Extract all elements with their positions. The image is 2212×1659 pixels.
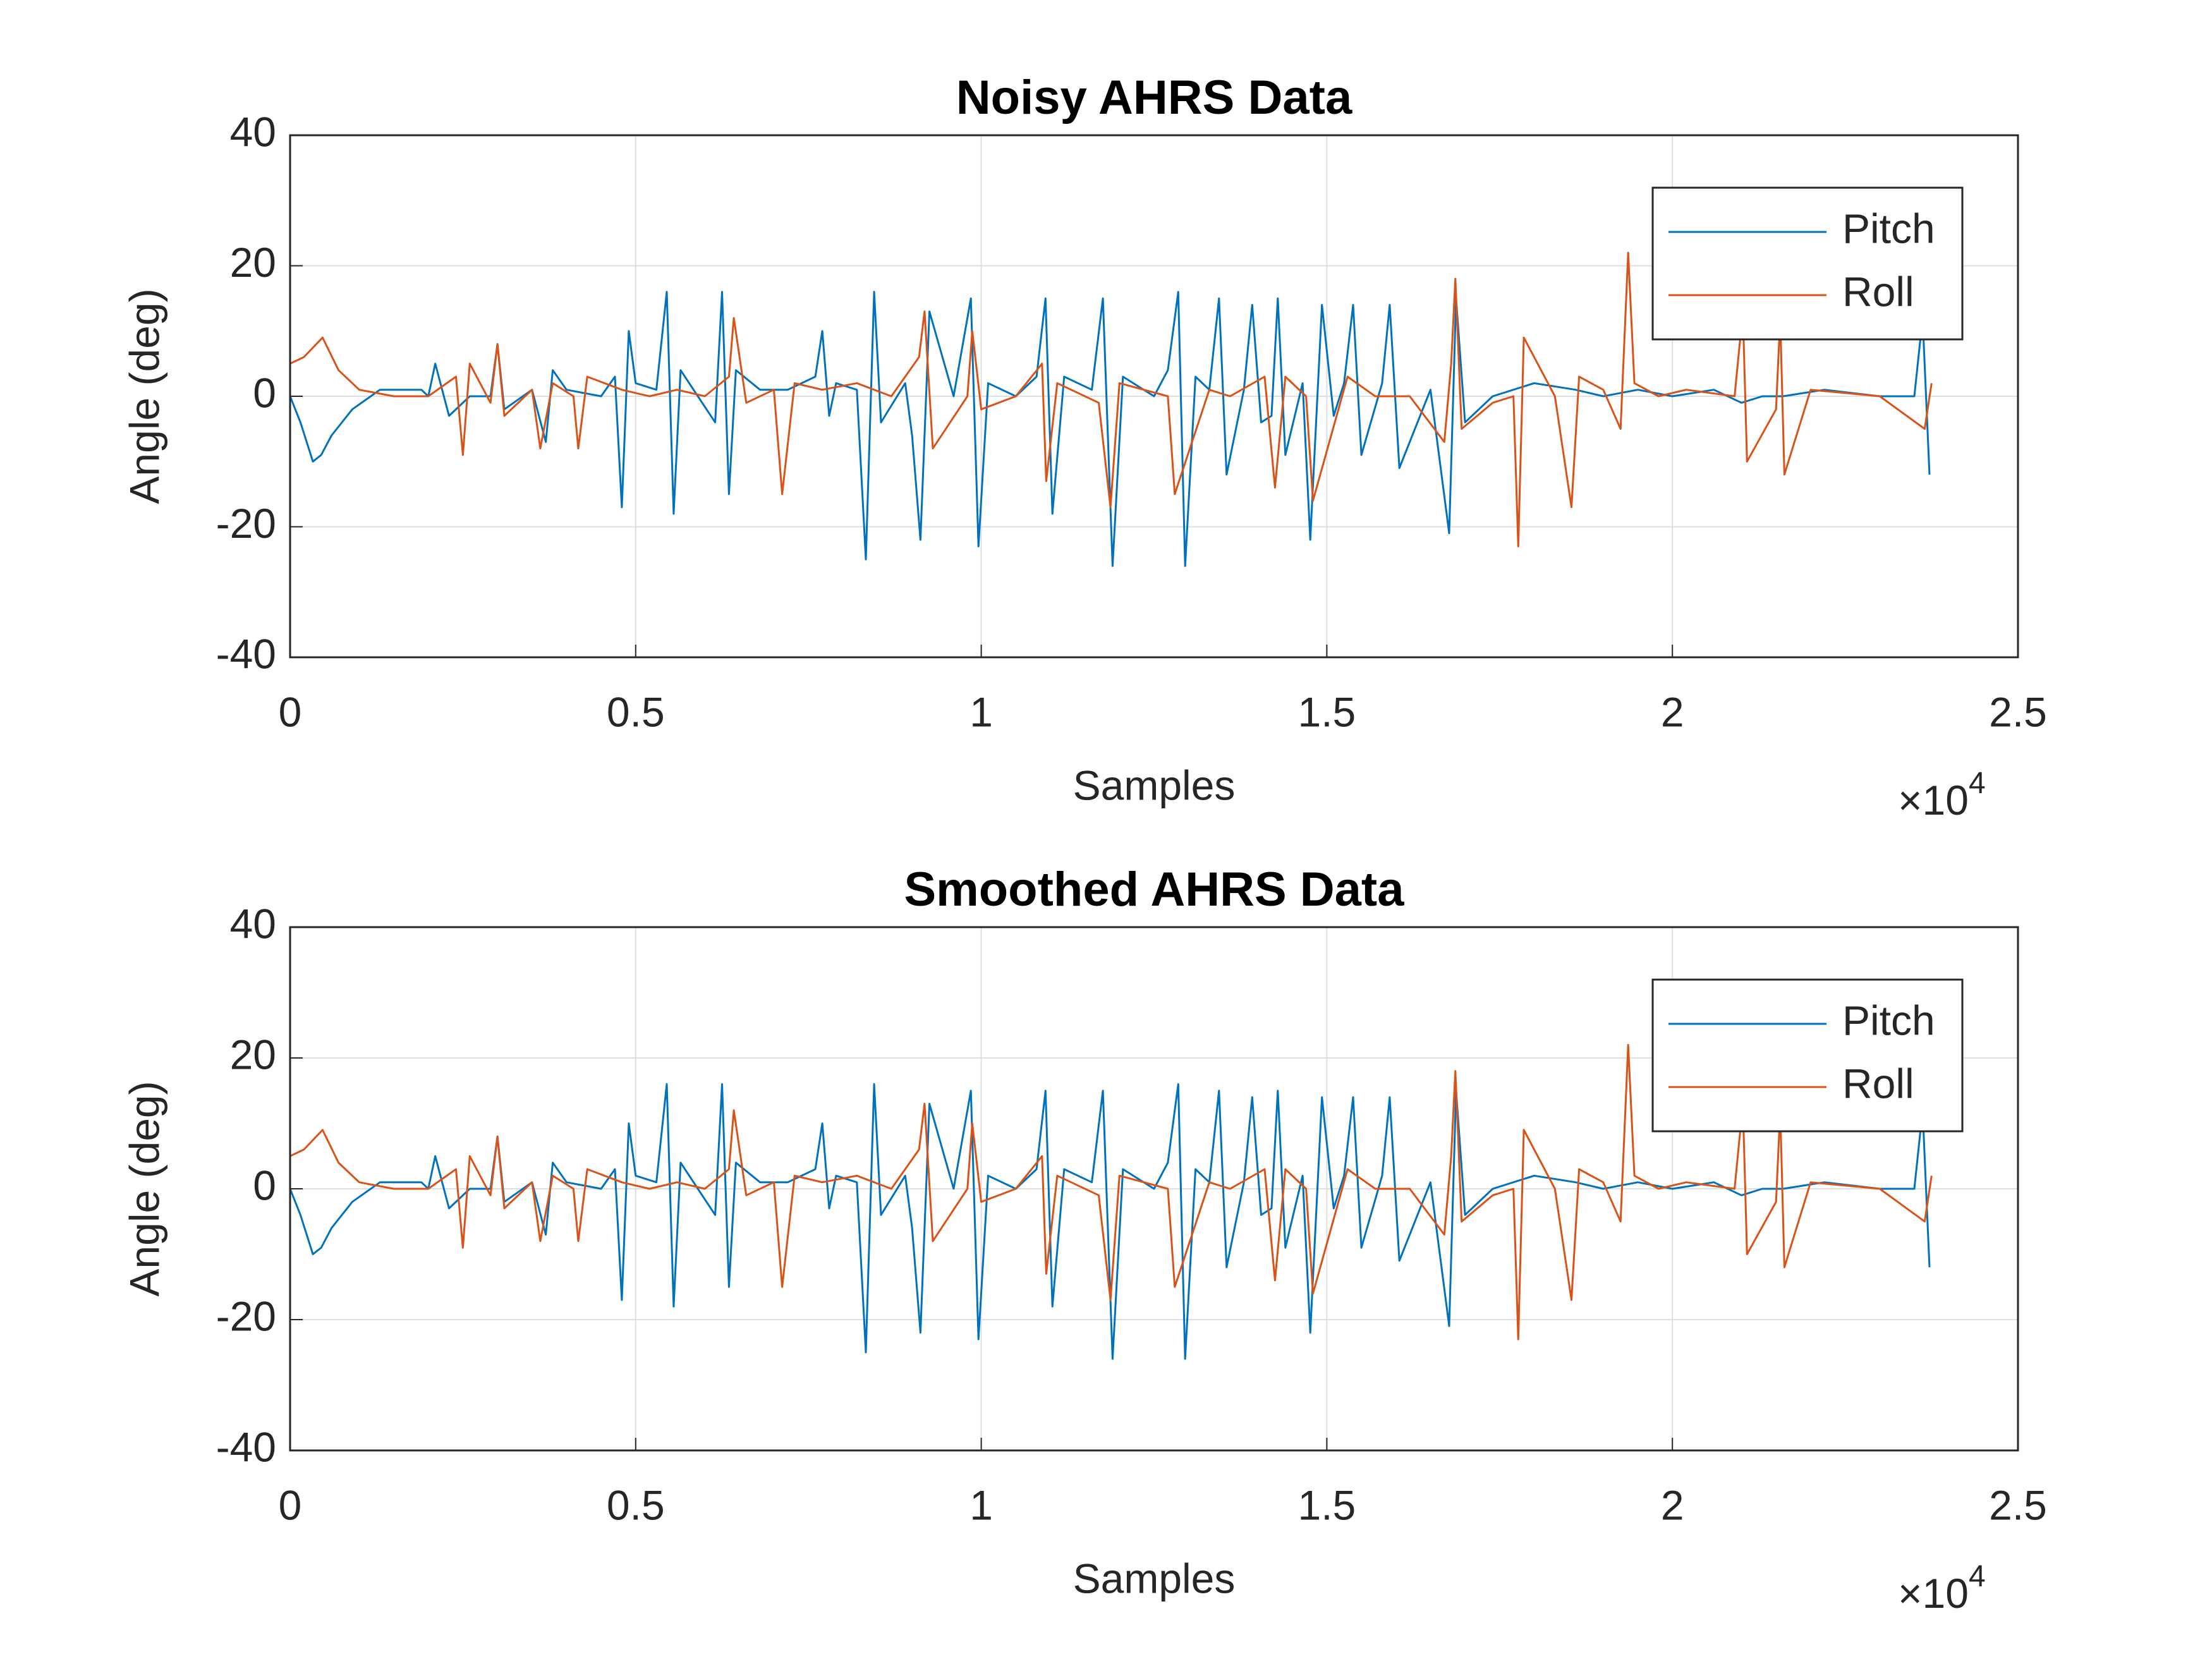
x-multiplier-base: ×10 — [1898, 777, 1969, 823]
data-line — [289, 1043, 1933, 1340]
x-tick-label: 0.5 — [607, 1481, 665, 1528]
x-tick-label: 1.5 — [1298, 688, 1356, 735]
axes-box — [289, 134, 2019, 659]
x-axis-label: Samples — [1073, 762, 1236, 808]
legend-label: Pitch — [1842, 997, 1935, 1043]
x-multiplier-exponent: 4 — [1969, 767, 1986, 800]
x-axis-label: Samples — [1073, 1555, 1236, 1601]
y-axis-label: Angle (deg) — [121, 1081, 167, 1296]
chart-panel: 0 0.5 1 1.5 2 2.5 -40 -20 0 20 40 Smoothed AHRS Dat… — [121, 863, 2046, 1617]
x-tick-label: 2.5 — [1989, 688, 2047, 735]
legend-box — [1651, 186, 1964, 341]
legend-label: Pitch — [1842, 205, 1935, 252]
y-tick-label: -20 — [216, 500, 276, 547]
y-tick-label: 0 — [253, 369, 276, 416]
y-tick-label: 40 — [230, 108, 276, 155]
x-tick-label: 1 — [969, 1481, 993, 1528]
y-tick-label: 40 — [230, 900, 276, 947]
chart-title: Smoothed AHRS Data — [904, 863, 1404, 916]
x-tick-label: 2 — [1661, 688, 1684, 735]
y-tick-label: -20 — [216, 1292, 276, 1339]
x-multiplier: ×104 — [1898, 1560, 1986, 1617]
x-multiplier: ×104 — [1898, 767, 1986, 824]
chart-title: Noisy AHRS Data — [956, 71, 1352, 125]
x-tick-label: 1.5 — [1298, 1481, 1356, 1528]
y-tick-label: -40 — [216, 1423, 276, 1470]
y-tick-label: 20 — [230, 1031, 276, 1078]
data-line — [289, 252, 1933, 547]
legend-box — [1651, 978, 1964, 1133]
y-tick-label: 0 — [253, 1162, 276, 1208]
y-tick-label: 20 — [230, 239, 276, 286]
y-axis-label: Angle (deg) — [121, 288, 167, 504]
axes-box — [289, 926, 2019, 1452]
legend-label: Roll — [1842, 1060, 1914, 1107]
x-tick-label: 0.5 — [607, 688, 665, 735]
x-multiplier-exponent: 4 — [1969, 1560, 1986, 1593]
x-tick-label: 2.5 — [1989, 1481, 2047, 1528]
x-tick-label: 1 — [969, 688, 993, 735]
y-tick-label: -40 — [216, 630, 276, 677]
x-multiplier-base: ×10 — [1898, 1570, 1969, 1617]
legend: Pitch Roll — [1651, 186, 1964, 341]
legend-label: Roll — [1842, 268, 1914, 315]
legend: Pitch Roll — [1651, 978, 1964, 1133]
x-tick-label: 0 — [279, 1481, 302, 1528]
x-tick-label: 0 — [279, 688, 302, 735]
x-tick-label: 2 — [1661, 1481, 1684, 1528]
chart-panel: 0 0.5 1 1.5 2 2.5 -40 -20 0 20 40 Noisy AHRS Data Sa… — [121, 71, 2046, 823]
